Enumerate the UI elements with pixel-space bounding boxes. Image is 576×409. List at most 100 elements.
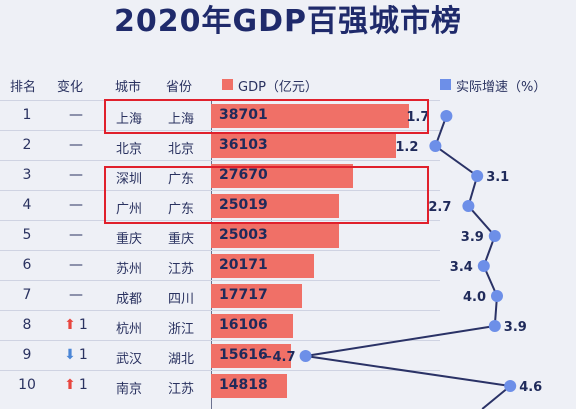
rank-change: ⬆ 1 (56, 317, 96, 333)
growth-point (429, 140, 442, 152)
arrow-up-icon: ⬆ (64, 317, 76, 333)
rank-change: ⬆ 1 (56, 377, 96, 393)
growth-value-label: 4.6 (519, 380, 542, 395)
rank-change-value: 1 (78, 377, 88, 393)
gdp-bar: 27670 (211, 164, 353, 188)
row-divider (0, 250, 440, 251)
gdp-value: 15616 (219, 347, 268, 363)
row-divider (0, 310, 440, 311)
rank-number: 10 (18, 377, 36, 393)
province-name: 重庆 (167, 232, 194, 247)
row-divider (0, 280, 440, 281)
city-name: 成都 (115, 292, 142, 307)
city-name: 上海 (115, 112, 142, 127)
growth-value-label: 3.4 (450, 260, 473, 275)
growth-value-label: 1.7 (406, 110, 429, 125)
province-name: 广东 (167, 172, 194, 187)
city-name: 深圳 (115, 172, 142, 187)
growth-value-label: 3.9 (461, 230, 484, 245)
rank-change-value: 1 (78, 347, 88, 363)
province-name: 北京 (167, 142, 194, 157)
province-name: 广东 (167, 202, 194, 217)
rank-change: — (69, 257, 83, 273)
rank-number: 3 (22, 167, 32, 183)
row-divider (0, 370, 440, 371)
rank-change: — (69, 137, 83, 153)
gdp-bar: 16106 (211, 314, 293, 338)
highlight-box-shenzhen-guangzhou (104, 166, 429, 224)
arrow-up-icon: ⬆ (64, 377, 76, 393)
gdp-value: 14818 (219, 377, 268, 393)
growth-value-label: 3.1 (486, 170, 509, 185)
rank-number: 9 (22, 347, 32, 363)
gdp-legend-swatch (222, 79, 233, 90)
growth-point (504, 380, 517, 392)
city-name: 广州 (115, 202, 142, 217)
growth-value-label: 3.9 (504, 320, 527, 335)
growth-point (471, 170, 484, 182)
rank-number: 7 (22, 287, 32, 303)
province-name: 江苏 (167, 262, 194, 277)
province-name: 四川 (167, 292, 194, 307)
row-divider (0, 340, 440, 341)
header-rank: 排名 (10, 80, 37, 95)
growth-value-label: −4.7 (262, 350, 296, 365)
header-province: 省份 (166, 80, 193, 95)
growth-value-label: 4.0 (463, 290, 486, 305)
gdp-value: 17717 (219, 287, 268, 303)
rank-number: 2 (22, 137, 32, 153)
header-change: 变化 (57, 80, 84, 95)
rank-number: 4 (22, 197, 32, 213)
gdp-value: 27670 (219, 167, 268, 183)
growth-value-label: 1.2 (395, 140, 418, 155)
city-name: 南京 (115, 382, 142, 397)
rank-change: — (69, 197, 83, 213)
row-divider (0, 160, 440, 161)
rank-number: 5 (22, 227, 32, 243)
rank-number: 6 (22, 257, 32, 273)
province-name: 上海 (167, 112, 194, 127)
growth-legend-swatch (440, 79, 451, 90)
gdp-value: 16106 (219, 317, 268, 333)
growth-point (440, 110, 453, 122)
header-gdp: GDP（亿元） (238, 80, 318, 95)
rank-change: — (69, 167, 83, 183)
gdp-bar: 36103 (211, 134, 396, 158)
rank-change: — (69, 107, 83, 123)
highlight-box-shanghai (104, 99, 429, 134)
page-title: 2020年GDP百强城市榜 (113, 4, 462, 39)
city-name: 武汉 (115, 352, 142, 367)
gdp-value: 38701 (219, 107, 268, 123)
province-name: 湖北 (167, 352, 194, 367)
row-divider (0, 220, 440, 221)
growth-point (488, 230, 501, 242)
arrow-down-icon: ⬇ (64, 347, 76, 363)
row-divider (0, 190, 440, 191)
rank-number: 8 (22, 317, 32, 333)
gdp-value: 25019 (219, 197, 268, 213)
gdp-bar: 14818 (211, 374, 287, 398)
province-name: 江苏 (167, 382, 194, 397)
gdp-value: 25003 (219, 227, 268, 243)
rank-change: ⬇ 1 (56, 347, 96, 363)
gdp-bar: 38701 (211, 104, 409, 128)
gdp-value: 36103 (219, 137, 268, 153)
growth-point (491, 290, 503, 302)
gdp-bar: 17717 (211, 284, 302, 308)
city-name: 杭州 (115, 322, 142, 337)
city-name: 苏州 (115, 262, 142, 277)
growth-point (477, 260, 490, 272)
growth-point (488, 320, 501, 332)
growth-point (462, 200, 475, 212)
rank-number: 1 (22, 107, 32, 123)
gdp-bar: 25003 (211, 224, 339, 248)
city-name: 北京 (115, 142, 142, 157)
growth-value-label: 2.7 (428, 200, 451, 215)
gdp-bar: 25019 (211, 194, 339, 218)
header-city: 城市 (115, 80, 142, 95)
province-name: 浙江 (167, 322, 194, 337)
gdp-value: 20171 (219, 257, 268, 273)
header-growth: 实际增速（%） (456, 80, 547, 95)
rank-change-value: 1 (78, 317, 88, 333)
